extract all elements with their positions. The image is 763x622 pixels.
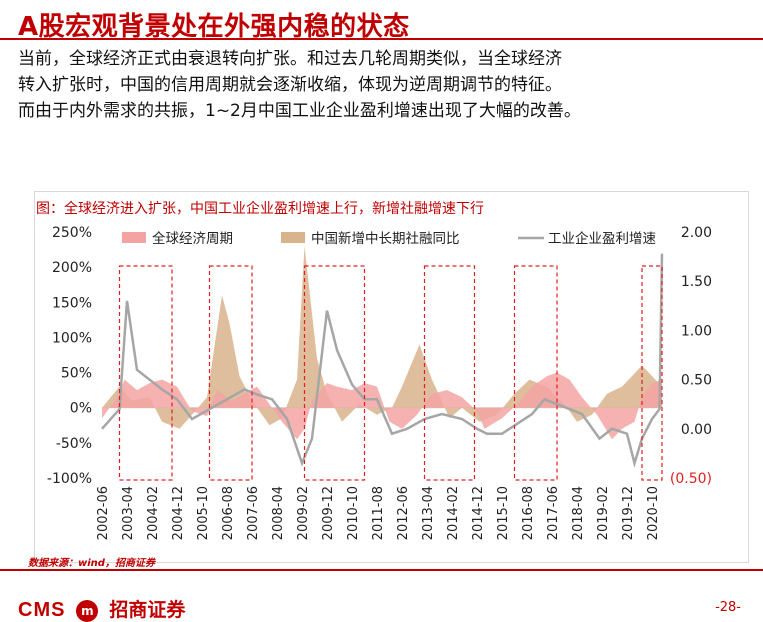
left-axis-tick: -100% [47, 471, 92, 487]
body-line-1: 当前，全球经济正式由衰退转向扩张。和过去几轮周期类似，当全球经济 [18, 49, 562, 69]
x-axis-tick: 2004-12 [171, 486, 186, 540]
chart-caption: 图：全球经济进入扩张，中国工业企业盈利增速上行，新增社融增速下行 [36, 201, 484, 217]
left-axis-tick: 100% [52, 330, 92, 346]
title-underline [0, 38, 763, 40]
x-axis-tick: 2006-08 [221, 486, 236, 540]
x-axis-tick: 2005-10 [196, 486, 211, 540]
x-axis-tick: 2009-12 [321, 486, 336, 540]
highlight-box-2 [208, 265, 253, 481]
data-source: 数据来源：wind，招商证券 [28, 558, 155, 569]
x-axis-tick: 2007-06 [246, 486, 261, 540]
credit-area [102, 246, 662, 429]
x-axis-tick: 2015-10 [496, 486, 511, 540]
x-axis-tick: 2020-10 [646, 486, 661, 540]
company-logo: CMS m 招商证券 [18, 595, 185, 622]
left-axis-tick: -50% [56, 436, 92, 452]
body-paragraph: 当前，全球经济正式由衰退转向扩张。和过去几轮周期类似，当全球经济 转入扩张时，中… [18, 46, 748, 124]
x-axis-tick: 2014-12 [471, 486, 486, 540]
legend-credit-label: 中国新增中长期社融同比 [311, 231, 460, 247]
logo-badge-icon: m [76, 599, 99, 622]
legend-credit-swatch [281, 232, 305, 243]
x-axis-tick: 2019-12 [621, 486, 636, 540]
x-axis-tick: 2013-04 [421, 486, 436, 540]
right-axis-tick: (0.50) [670, 471, 712, 487]
legend-global-cycle-label: 全球经济周期 [152, 230, 233, 247]
legend-profit-label: 工业企业盈利增速 [548, 230, 656, 247]
right-axis-tick: 2.00 [681, 225, 712, 241]
logo-chinese: 招商证券 [109, 599, 186, 621]
page-number: -28- [715, 600, 741, 615]
left-axis-tick: 150% [52, 295, 92, 311]
global-cycle-area [102, 372, 662, 440]
x-axis-tick: 2008-04 [271, 486, 286, 540]
x-axis-tick: 2010-10 [346, 486, 361, 540]
x-axis-tick: 2017-06 [546, 486, 561, 540]
x-axis-tick: 2003-04 [121, 486, 136, 540]
logo-latin: CMS [18, 599, 66, 621]
x-axis-tick: 2014-02 [446, 486, 461, 540]
legend-global-cycle-swatch [122, 232, 146, 243]
x-axis-tick: 2009-02 [296, 486, 311, 540]
left-axis-tick: 200% [52, 260, 92, 276]
highlight-box-6 [641, 265, 663, 481]
right-axis-tick: 1.00 [681, 323, 712, 339]
slide-title: A股宏观背景处在外强内稳的状态 [18, 12, 410, 42]
left-axis-tick: 0% [70, 401, 92, 417]
right-axis-tick: 1.50 [681, 274, 712, 290]
left-axis-tick: 50% [61, 366, 92, 382]
highlight-box-4 [423, 265, 476, 481]
body-line-3: 而由于内外需求的共振，1~2月中国工业企业盈利增速出现了大幅的改善。 [18, 101, 581, 121]
x-axis-tick: 2016-08 [521, 486, 536, 540]
right-axis-tick: 0.00 [681, 422, 712, 438]
profit-growth-line [101, 253, 664, 468]
highlight-box-3 [303, 265, 366, 481]
highlight-box-1 [118, 265, 173, 481]
body-line-2: 转入扩张时，中国的信用周期就会逐渐收缩，体现为逆周期调节的特征。 [18, 75, 562, 95]
x-axis-tick: 2004-02 [146, 486, 161, 540]
x-axis-tick: 2011-08 [371, 486, 386, 540]
x-axis-tick: 2018-04 [571, 486, 586, 540]
footer-rule [0, 569, 763, 571]
right-axis-tick: 0.50 [681, 373, 712, 389]
left-axis-tick: 250% [52, 225, 92, 241]
x-axis-tick: 2012-06 [396, 486, 411, 540]
x-axis-tick: 2019-02 [596, 486, 611, 540]
x-axis-tick: 2002-06 [96, 486, 111, 540]
highlight-box-5 [513, 265, 558, 481]
chart-frame [34, 191, 749, 563]
